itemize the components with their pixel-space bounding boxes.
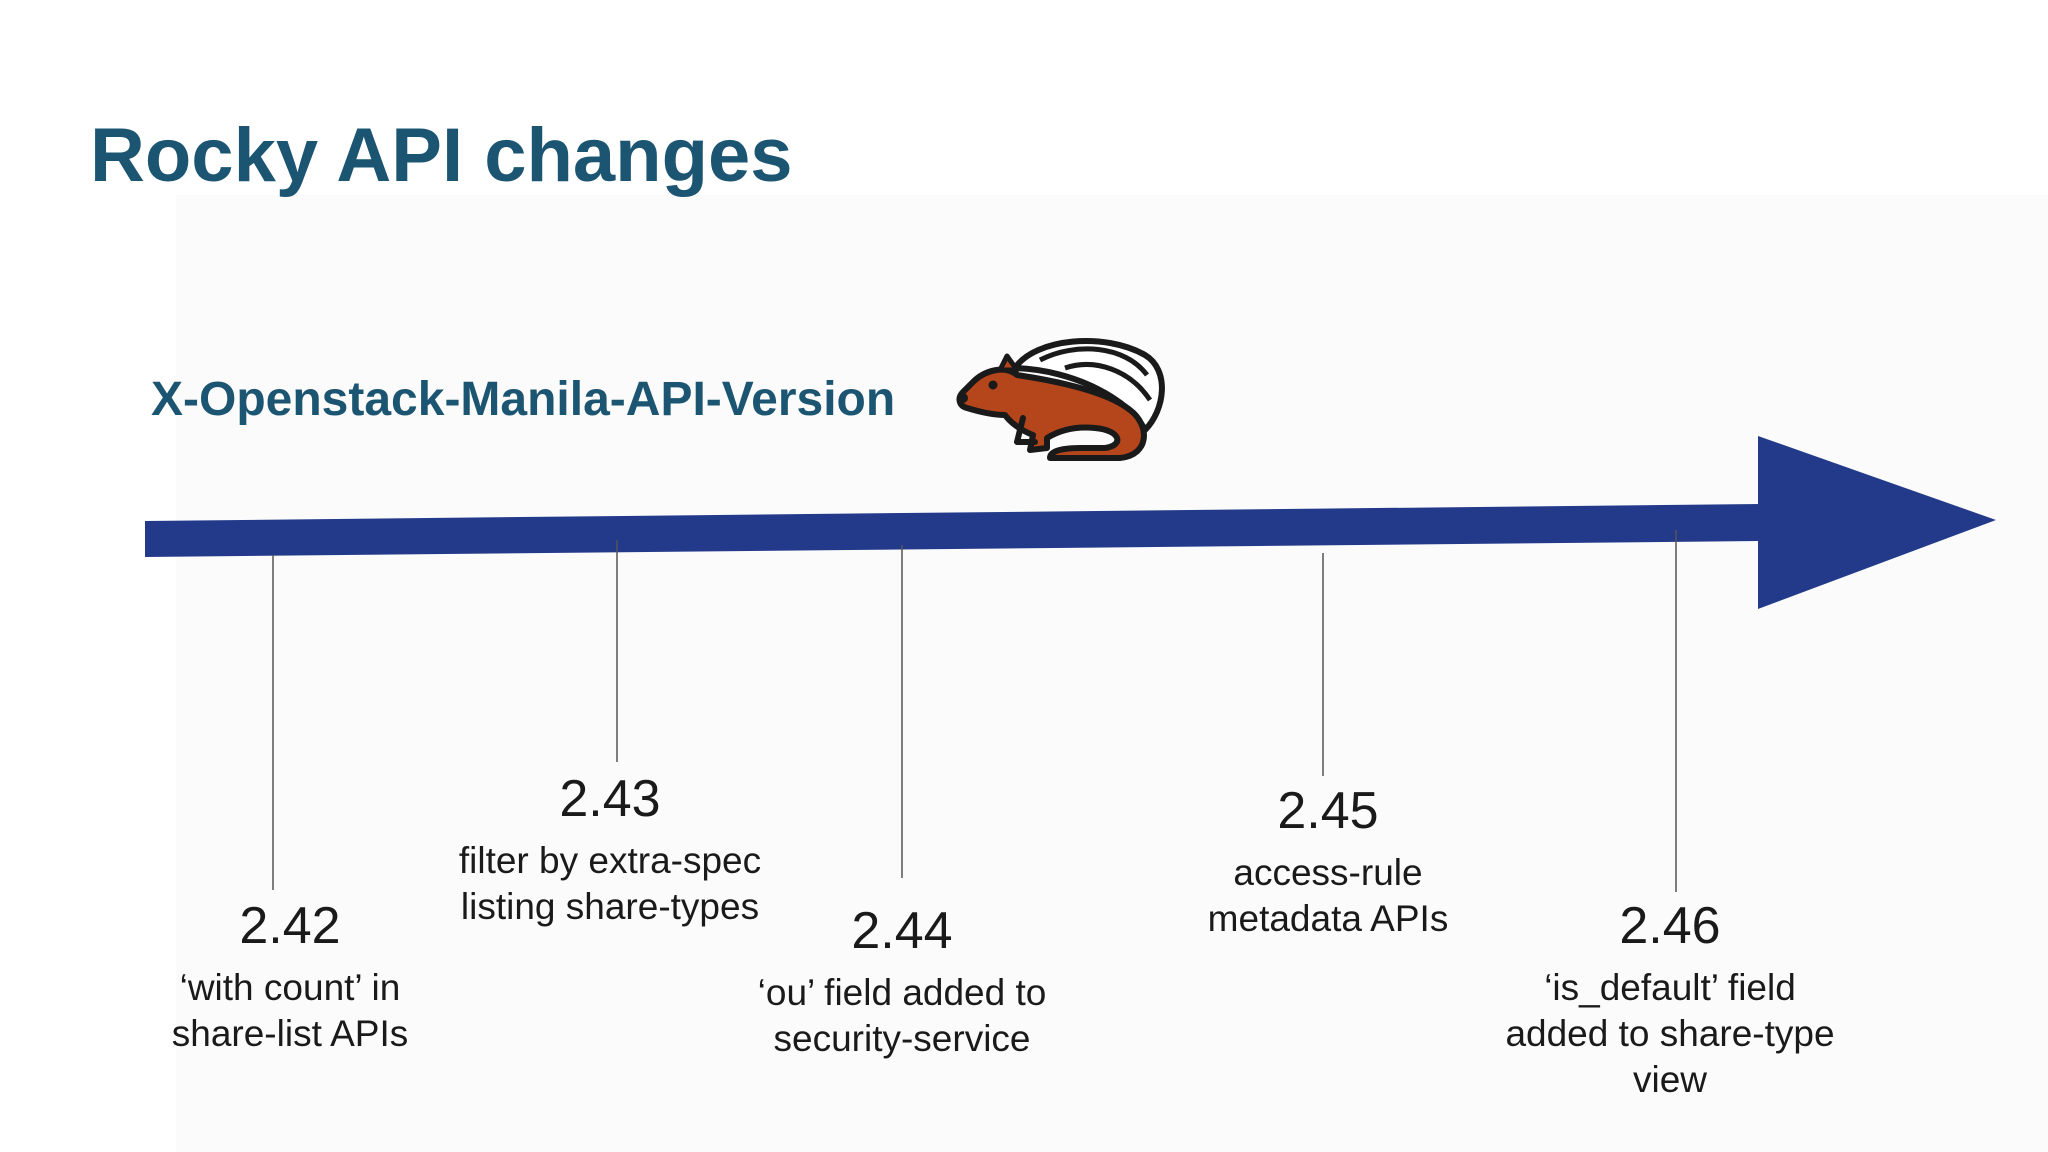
milestone-2.42: 2.42 ‘with count’ in share-list APIs [172,897,408,1057]
skunk-mascot-icon [956,338,1165,461]
milestone-description: ‘is_default’ field added to share-type v… [1505,966,1835,1101]
milestone-2.44: 2.44 ‘ou’ field added to security-servic… [758,902,1047,1062]
milestone-description: ‘with count’ in share-list APIs [171,966,409,1055]
milestone-version: 2.44 [851,902,953,960]
milestone-2.46: 2.46 ‘is_default’ field added to share-t… [1505,897,1834,1104]
milestone-description: filter by extra-spec listing share-types [458,839,762,928]
milestone-version: 2.43 [559,770,661,828]
api-version-header-label: X-Openstack-Manila-API-Version [151,373,896,426]
milestone-2.43: 2.43 filter by extra-spec listing share-… [459,770,761,930]
milestone-description: access-rule metadata APIs [1207,851,1449,940]
milestone-2.45: 2.45 access-rule metadata APIs [1208,782,1449,942]
slide-title: Rocky API changes [90,113,793,198]
milestone-version: 2.46 [1619,897,1721,955]
milestone-version: 2.45 [1277,782,1379,840]
milestone-description: ‘ou’ field added to security-service [757,971,1047,1060]
timeline-arrow-shaft [145,504,1760,557]
timeline-arrow-head [1758,436,1996,609]
milestone-version: 2.42 [239,897,341,955]
